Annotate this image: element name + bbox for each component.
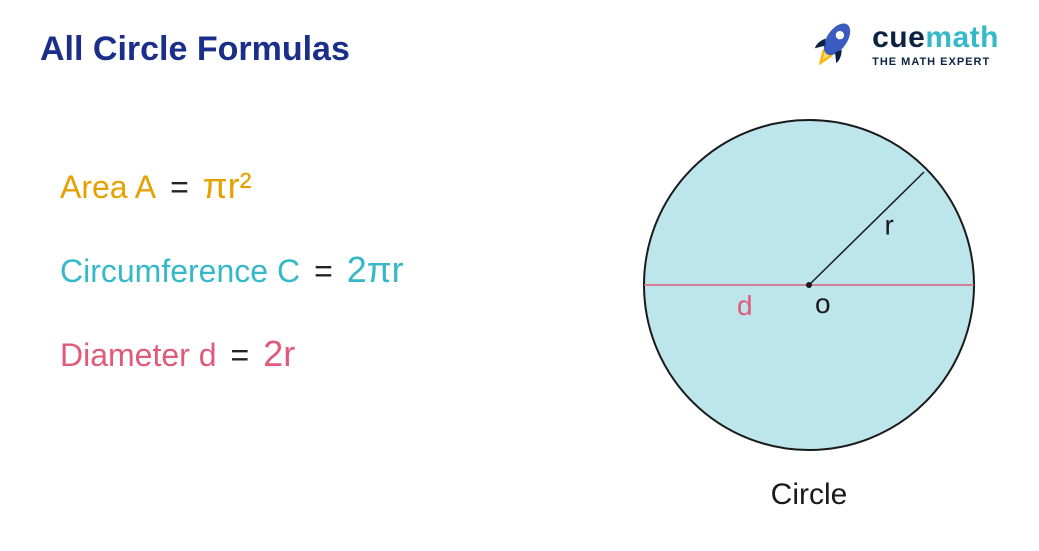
center-dot (806, 282, 812, 288)
area-equals: = (170, 169, 189, 206)
formula-area: Area A = πr² (60, 165, 404, 207)
diam-equals: = (231, 337, 250, 374)
logo-part2: math (925, 21, 999, 54)
area-label: Area A (60, 169, 156, 206)
center-label: o (815, 288, 831, 319)
formula-list: Area A = πr² Circumference C = 2πr Diame… (60, 165, 404, 375)
diam-value: 2r (263, 333, 295, 375)
circle-diagram: o r d (629, 110, 989, 470)
area-value: πr² (203, 165, 252, 207)
diameter-label: d (737, 290, 753, 321)
logo-tagline: THE MATH EXPERT (872, 57, 999, 68)
formula-circumference: Circumference C = 2πr (60, 249, 404, 291)
circ-value: 2πr (347, 249, 404, 291)
page-title: All Circle Formulas (40, 30, 350, 69)
brand-logo: cuemath THE MATH EXPERT (806, 18, 999, 72)
formula-diameter: Diameter d = 2r (60, 333, 404, 375)
circle-diagram-wrap: o r d Circle (629, 110, 989, 512)
diam-label: Diameter d (60, 337, 217, 374)
circ-label: Circumference C (60, 253, 300, 290)
circ-equals: = (314, 253, 333, 290)
circle-caption: Circle (771, 478, 848, 512)
title-text: All Circle Formulas (40, 30, 350, 68)
rocket-icon (806, 18, 860, 72)
radius-label: r (885, 210, 894, 241)
logo-part1: cue (872, 21, 925, 54)
logo-main: cuemath (872, 23, 999, 53)
logo-text: cuemath THE MATH EXPERT (872, 23, 999, 68)
